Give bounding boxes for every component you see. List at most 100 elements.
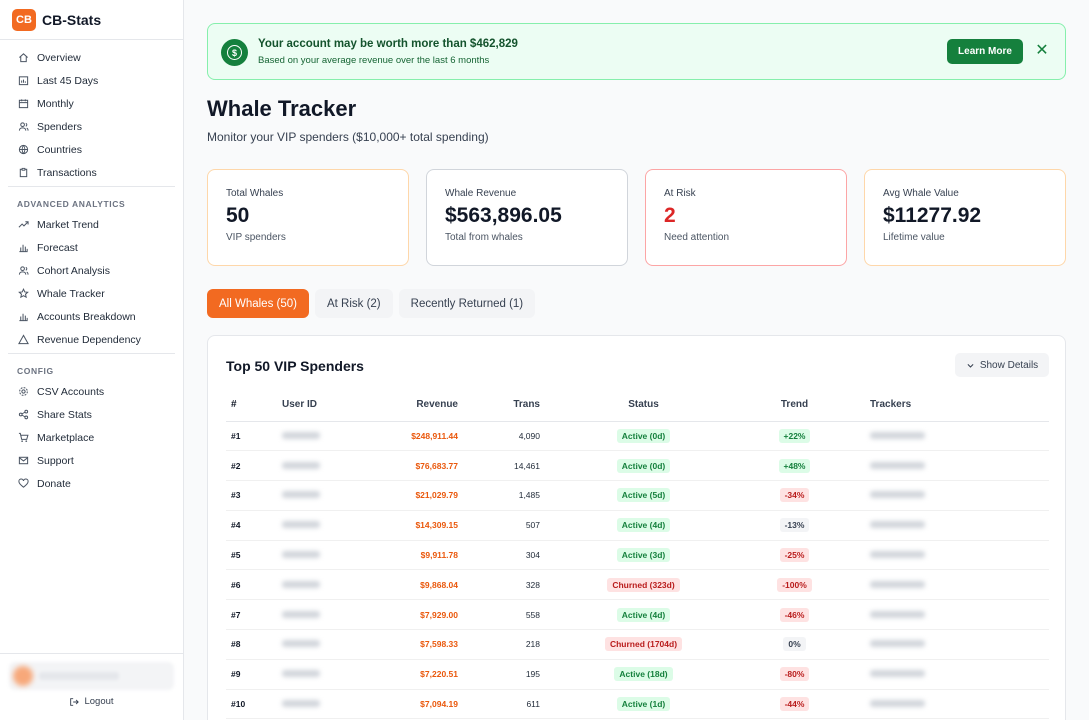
stat-note: Total from whales [445, 232, 523, 243]
user-id-cell [282, 540, 362, 571]
user-id-redacted [282, 670, 320, 678]
sidebar-item-support[interactable]: Support [0, 449, 183, 472]
status-cell: Active (4d) [540, 510, 747, 541]
sidebar-item-revenue-dependency[interactable]: Revenue Dependency [0, 328, 183, 351]
rank-cell: #3 [226, 480, 282, 511]
sidebar-item-countries[interactable]: Countries [0, 138, 183, 161]
table-row[interactable]: #5 $9,911.78 304 Active (3d) -25% [226, 540, 1049, 571]
sidebar-item-cohort-analysis[interactable]: Cohort Analysis [0, 259, 183, 282]
user-id-cell [282, 480, 362, 511]
sidebar-item-spenders[interactable]: Spenders [0, 115, 183, 138]
rank-cell: #1 [226, 421, 282, 452]
table-row[interactable]: #1 $248,911.44 4,090 Active (0d) +22% [226, 421, 1049, 452]
table-row[interactable]: #4 $14,309.15 507 Active (4d) -13% [226, 510, 1049, 541]
sidebar-item-label: Countries [37, 143, 82, 156]
sidebar-item-last-45-days[interactable]: Last 45 Days [0, 69, 183, 92]
sidebar-item-overview[interactable]: Overview [0, 46, 183, 69]
table-row[interactable]: #6 $9,868.04 328 Churned (323d) -100% [226, 569, 1049, 601]
show-details-button[interactable]: Show Details [955, 353, 1049, 377]
user-id-cell [282, 421, 362, 452]
logout-button[interactable]: Logout [0, 696, 183, 707]
col-trend[interactable]: Trend [747, 388, 842, 422]
revenue-cell: $14,309.15 [362, 510, 458, 541]
learn-more-button[interactable]: Learn More [947, 39, 1023, 64]
table-row[interactable]: #2 $76,683.77 14,461 Active (0d) +48% [226, 450, 1049, 482]
trans-cell: 14,461 [458, 450, 540, 482]
sidebar-item-label: Spenders [37, 120, 82, 133]
sidebar-item-whale-tracker[interactable]: Whale Tracker [0, 282, 183, 305]
show-details-label: Show Details [979, 359, 1039, 371]
tab-recently-returned[interactable]: Recently Returned (1) [398, 289, 536, 318]
col-status[interactable]: Status [540, 388, 747, 422]
sidebar-item-label: CSV Accounts [37, 385, 105, 398]
sidebar-item-monthly[interactable]: Monthly [0, 92, 183, 115]
bar-chart-icon [18, 311, 29, 322]
trans-cell: 611 [458, 689, 540, 720]
status-cell: Active (1d) [540, 689, 747, 720]
tab-at-risk[interactable]: At Risk (2) [314, 289, 393, 318]
user-id-redacted [282, 580, 320, 588]
trans-cell: 1,485 [458, 480, 540, 511]
sidebar-item-csv-accounts[interactable]: CSV Accounts [0, 380, 183, 403]
col-trans[interactable]: Trans [458, 388, 540, 422]
tab-all-whales[interactable]: All Whales (50) [207, 289, 309, 318]
home-icon [18, 52, 29, 63]
revenue-cell: $9,911.78 [362, 540, 458, 571]
sidebar-item-label: Last 45 Days [37, 74, 99, 87]
trackers-cell [842, 421, 1049, 452]
vip-spenders-table: # User ID Revenue Trans Status Trend Tra… [226, 388, 1049, 720]
trend-cell: -25% [747, 540, 842, 571]
status-cell: Active (0d) [540, 450, 747, 482]
col-trackers[interactable]: Trackers [842, 388, 1049, 422]
clipboard-icon [18, 167, 29, 178]
user-profile-blurred[interactable] [9, 662, 174, 690]
sidebar-item-transactions[interactable]: Transactions [0, 161, 183, 184]
trend-badge: +48% [778, 458, 811, 473]
user-id-redacted [282, 431, 320, 439]
trackers-cell [842, 629, 1049, 660]
user-id-redacted [282, 521, 320, 529]
trackers-redacted [870, 551, 925, 559]
trend-cell: +22% [747, 421, 842, 452]
table-row[interactable]: #9 $7,220.51 195 Active (18d) -80% [226, 659, 1049, 690]
sidebar-item-market-trend[interactable]: Market Trend [0, 213, 183, 236]
sidebar-item-share-stats[interactable]: Share Stats [0, 403, 183, 426]
calendar-chart-icon [18, 75, 29, 86]
col-revenue[interactable]: Revenue [362, 388, 458, 422]
sidebar-item-marketplace[interactable]: Marketplace [0, 426, 183, 449]
trend-badge: -34% [779, 488, 810, 503]
warning-icon [18, 334, 29, 345]
table-row[interactable]: #10 $7,094.19 611 Active (1d) -44% [226, 689, 1049, 720]
close-icon[interactable]: ✕ [1035, 42, 1049, 59]
table-row[interactable]: #7 $7,929.00 558 Active (4d) -46% [226, 599, 1049, 631]
star-icon [18, 288, 29, 299]
trend-badge: -46% [779, 607, 810, 622]
status-cell: Active (0d) [540, 421, 747, 452]
status-badge: Active (3d) [616, 548, 671, 563]
table-row[interactable]: #3 $21,029.79 1,485 Active (5d) -34% [226, 480, 1049, 511]
trackers-cell [842, 480, 1049, 511]
brand[interactable]: CB CB-Stats [0, 0, 183, 40]
sidebar-item-forecast[interactable]: Forecast [0, 236, 183, 259]
user-id-cell [282, 629, 362, 660]
page-subtitle: Monitor your VIP spenders ($10,000+ tota… [207, 130, 489, 144]
sidebar-item-donate[interactable]: Donate [0, 472, 183, 495]
user-id-cell [282, 450, 362, 482]
table-row[interactable]: #8 $7,598.33 218 Churned (1704d) 0% [226, 629, 1049, 660]
logout-icon [70, 697, 80, 706]
col-user-id[interactable]: User ID [282, 388, 362, 422]
trackers-cell [842, 540, 1049, 571]
revenue-cell: $7,929.00 [362, 599, 458, 631]
stat-value: $563,896.05 [445, 204, 562, 227]
sidebar-item-label: Share Stats [37, 408, 92, 421]
avatar [13, 666, 33, 686]
trackers-cell [842, 659, 1049, 690]
trans-cell: 304 [458, 540, 540, 571]
col-rank[interactable]: # [226, 388, 282, 422]
sidebar-item-accounts-breakdown[interactable]: Accounts Breakdown [0, 305, 183, 328]
trend-badge: +22% [778, 428, 811, 443]
trackers-redacted [870, 640, 925, 648]
trackers-redacted [870, 461, 925, 469]
status-badge: Active (5d) [616, 488, 671, 503]
trans-cell: 507 [458, 510, 540, 541]
